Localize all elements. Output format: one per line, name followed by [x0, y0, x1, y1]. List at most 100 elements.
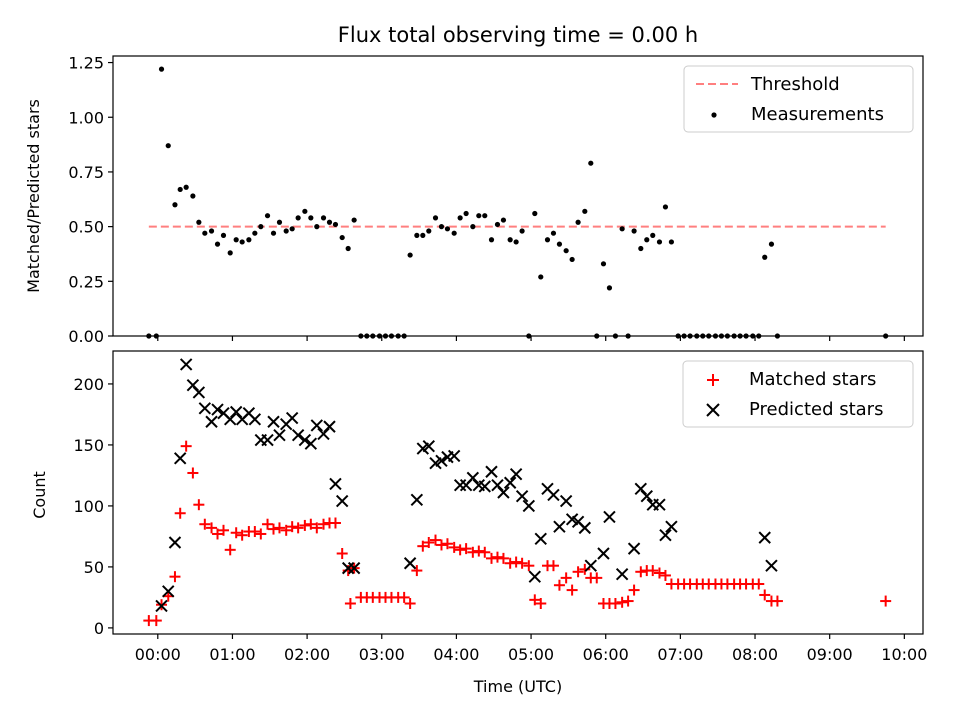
predicted-stars-point: [584, 559, 597, 572]
predicted-stars-point: [285, 411, 299, 425]
matched-stars-point: [572, 566, 584, 578]
measurements-point: [432, 215, 439, 221]
matched-stars-point: [311, 522, 323, 534]
measurements-point: [538, 274, 544, 280]
matched-stars-point: [622, 595, 634, 607]
matched-stars-point: [150, 615, 162, 627]
measurements-point: [172, 202, 178, 208]
matched-stars-point: [647, 565, 659, 577]
matched-stars-point: [249, 526, 261, 538]
matched-stars-point: [467, 546, 479, 558]
measurements-point: [220, 232, 227, 238]
predicted-stars-point: [597, 547, 610, 560]
measurements-point: [768, 241, 775, 247]
measurements-point: [494, 221, 501, 228]
measurements-point: [339, 234, 345, 241]
predicted-stars-point: [179, 358, 193, 371]
legend-threshold-label: Threshold: [750, 74, 840, 95]
predicted-stars-point: [522, 499, 536, 513]
matched-stars-point: [504, 557, 516, 569]
measurements-point: [582, 208, 588, 214]
bottom-x-tick-label: 07:00: [657, 645, 703, 664]
matched-stars-point: [497, 552, 509, 564]
matched-stars-point: [169, 571, 181, 583]
predicted-stars-point: [478, 480, 491, 493]
matched-stars-point: [236, 529, 248, 541]
matched-stars-point: [230, 527, 242, 539]
predicted-stars-point: [205, 415, 218, 428]
matched-stars-point: [460, 543, 472, 555]
measurements-point: [638, 245, 644, 252]
matched-stars-point: [553, 579, 565, 591]
matched-stars-point: [280, 524, 292, 536]
matched-stars-point: [398, 591, 410, 603]
measurements-point: [227, 250, 233, 256]
bottom-x-tick-label: 03:00: [359, 645, 405, 664]
top-axes-frame: [112, 55, 924, 337]
measurements-point: [444, 226, 451, 232]
top-y-tick-label: 0.00: [68, 327, 104, 346]
matched-stars-point: [417, 540, 429, 552]
matched-stars-point: [510, 556, 522, 568]
predicted-stars-point: [578, 521, 592, 535]
measurements-point: [569, 256, 575, 263]
top-y-tick-label: 0.50: [68, 218, 104, 237]
predicted-stars-point: [211, 403, 224, 416]
measurements-point: [351, 217, 357, 223]
predicted-stars-point: [291, 428, 305, 442]
measurements-point: [550, 230, 557, 236]
bottom-y-tick-label: 50: [84, 558, 104, 577]
measurements-legend-marker: [711, 112, 717, 118]
predicted-stars-point: [323, 420, 336, 433]
matched-stars-point: [609, 598, 621, 610]
bottom-y-axis-label: Count: [30, 471, 49, 519]
measurements-point: [326, 219, 333, 225]
measurements-point: [332, 221, 339, 228]
legend-predicted-label: Predicted stars: [749, 399, 883, 420]
predicted-stars-point: [603, 510, 616, 524]
predicted-stars-point: [335, 494, 349, 508]
predicted-stars-point: [509, 467, 523, 481]
predicted-stars-point: [347, 561, 361, 575]
measurements-point: [246, 237, 252, 243]
measurements-point: [588, 160, 594, 166]
matched-stars-point: [212, 528, 224, 540]
measurements-point: [519, 228, 525, 234]
top-chart-title: Flux total observing time = 0.00 h: [338, 23, 698, 47]
measurements-point: [407, 252, 413, 258]
measurements-point: [264, 213, 271, 219]
measurements-point: [668, 239, 675, 245]
matched-stars-point: [653, 567, 665, 579]
matched-stars-point: [529, 594, 541, 606]
predicted-stars-point: [403, 557, 417, 570]
matched-stars-point: [299, 519, 311, 531]
measurements-point: [345, 245, 351, 252]
matched-stars-point: [423, 537, 435, 549]
measurements-point: [308, 215, 314, 221]
predicted-stars-point: [497, 486, 510, 499]
predicted-stars-point: [758, 531, 771, 544]
predicted-stars-point: [267, 415, 280, 428]
bottom-x-tick-label: 02:00: [284, 645, 330, 664]
predicted-stars-point: [553, 520, 566, 533]
matched-stars-point: [174, 507, 186, 519]
matched-stars-point: [193, 499, 205, 511]
measurements-point: [183, 184, 189, 190]
matched-stars-point: [305, 518, 317, 530]
measurements-point: [563, 248, 569, 254]
predicted-stars-point: [162, 585, 175, 598]
matched-stars-point: [523, 560, 535, 572]
matched-stars-point: [771, 595, 783, 607]
measurements-point: [289, 226, 295, 232]
measurements-point: [644, 237, 650, 243]
top-y-tick-label: 0.25: [68, 272, 104, 291]
bottom-x-ticks: 00:00 01:00 02:00 03:00 04:00 05:00 06:00 07:00…: [135, 634, 927, 664]
predicted-stars-point: [665, 520, 678, 533]
matched-stars-point: [454, 544, 466, 556]
matched-stars-point: [411, 565, 423, 577]
measurements-point: [158, 66, 165, 72]
predicted-stars-point: [298, 433, 312, 447]
matched-stars-point: [560, 572, 572, 584]
top-y-tick-label: 0.75: [68, 163, 104, 182]
